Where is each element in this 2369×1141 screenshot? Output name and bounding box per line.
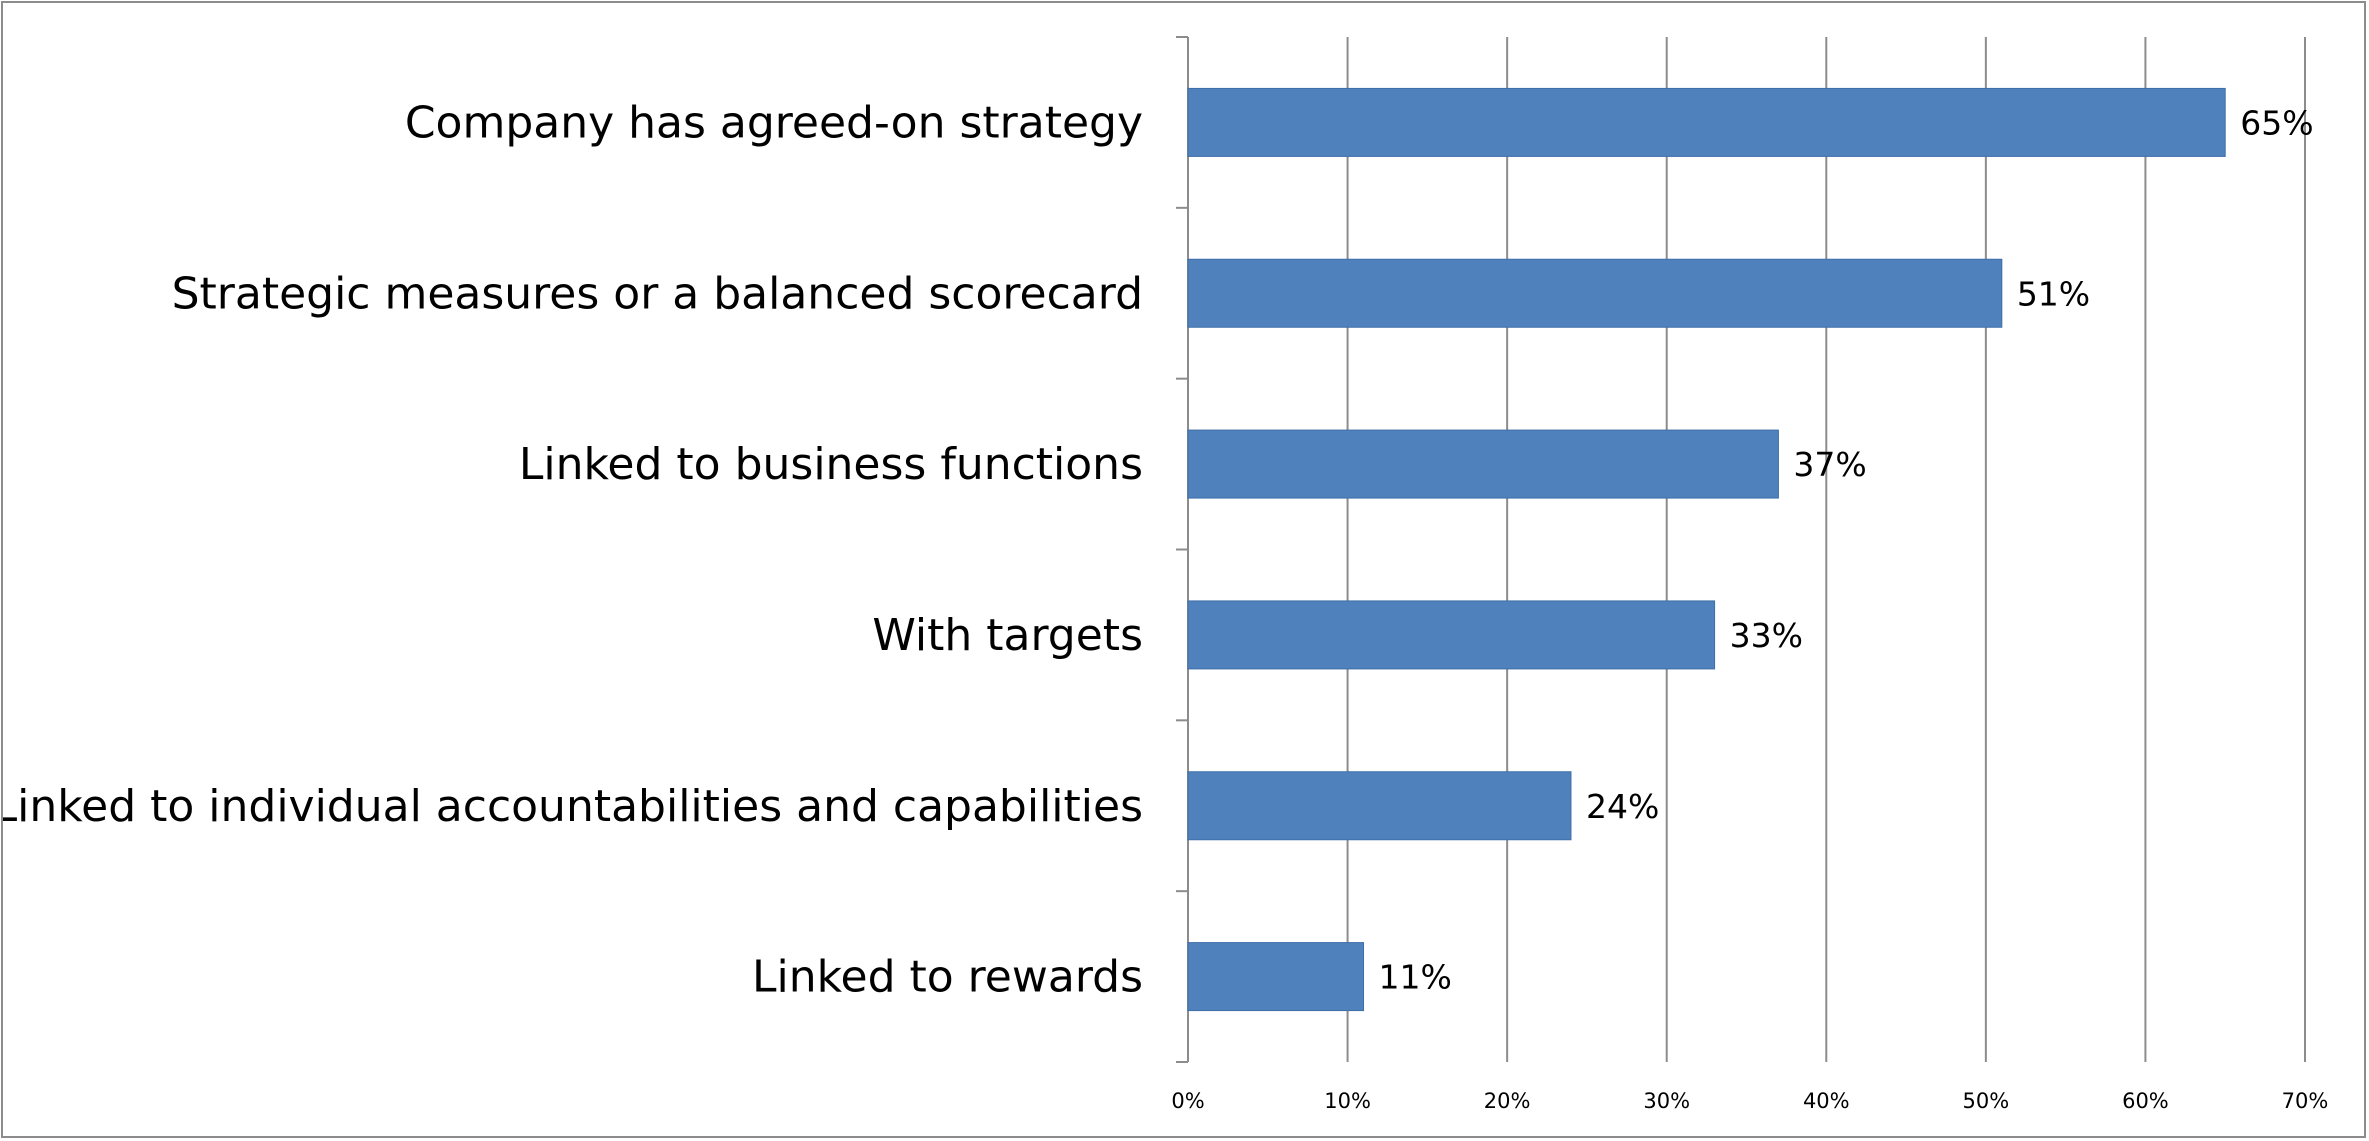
x-tick-label: 0% — [1171, 1089, 1204, 1113]
bar — [1187, 600, 1716, 670]
x-tick-label: 20% — [1484, 1089, 1531, 1113]
x-tick-label: 50% — [1963, 1089, 2010, 1113]
data-label: 11% — [1379, 958, 1452, 997]
bars — [1187, 87, 2226, 1012]
category-axis — [1176, 36, 1189, 1063]
x-tick-label: 10% — [1324, 1089, 1371, 1113]
category-label: Company has agreed-on strategy — [405, 97, 1143, 148]
category-label: Linked to individual accountabilities an… — [3, 781, 1143, 832]
x-tick-label: 60% — [2122, 1089, 2169, 1113]
data-label: 65% — [2240, 103, 2313, 142]
category-label: Linked to business functions — [519, 439, 1143, 490]
category-labels: Company has agreed-on strategy Strategic … — [3, 97, 1143, 1002]
data-label: 37% — [1793, 445, 1866, 484]
x-tick-label: 30% — [1643, 1089, 1690, 1113]
category-label: With targets — [872, 610, 1143, 661]
data-label: 33% — [1730, 616, 1803, 655]
data-label: 51% — [2017, 274, 2090, 313]
bar — [1187, 258, 2003, 328]
gridlines — [1346, 37, 2306, 1062]
category-label: Strategic measures or a balanced scoreca… — [172, 268, 1143, 319]
bar — [1187, 429, 1779, 499]
bar — [1187, 942, 1365, 1012]
category-label: Linked to rewards — [752, 952, 1143, 1003]
x-tick-label: 40% — [1803, 1089, 1850, 1113]
bar — [1187, 771, 1572, 841]
x-tick-label: 70% — [2282, 1089, 2329, 1113]
data-labels: 65% 51% 37% 33% 24% 11% — [1379, 103, 2314, 996]
bar — [1187, 87, 2226, 157]
bar-chart: Company has agreed-on strategy Strategic … — [3, 36, 2328, 1113]
x-tick-labels: 0% 10% 20% 30% 40% 50% 60% 70% — [1171, 1089, 2328, 1113]
data-label: 24% — [1586, 787, 1659, 826]
